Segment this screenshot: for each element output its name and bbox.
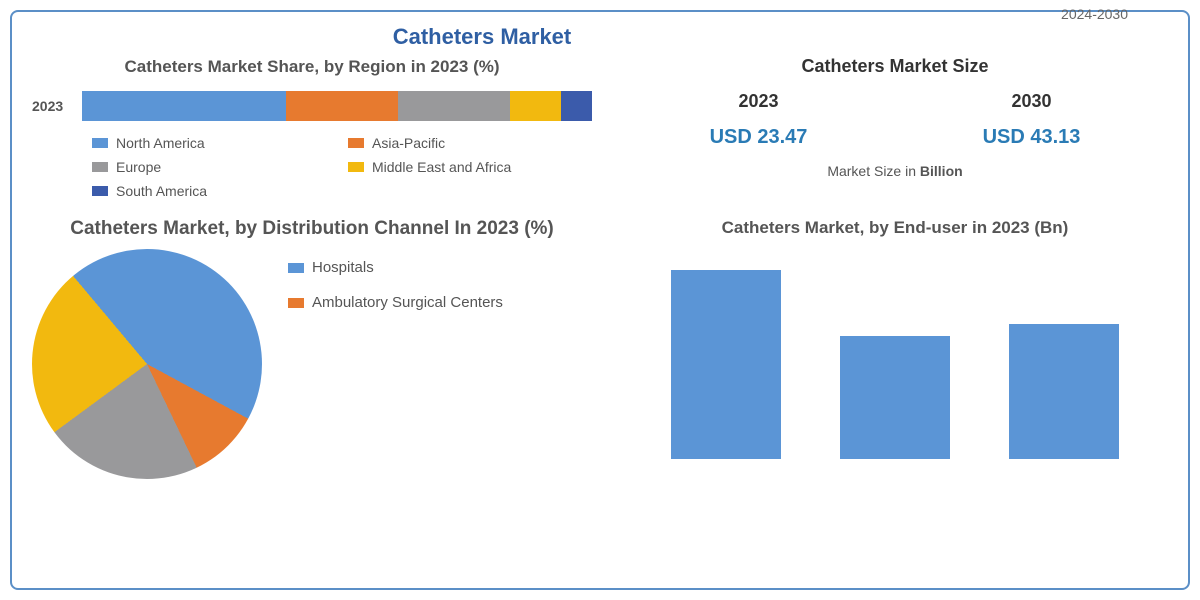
market-size-year: 2023 xyxy=(710,91,808,112)
region-legend: North America Asia-Pacific Europe Middle Ea… xyxy=(92,135,592,199)
bar xyxy=(671,270,781,459)
stacked-segment xyxy=(510,91,561,121)
market-size-column: 2023 USD 23.47 xyxy=(710,91,808,149)
legend-swatch xyxy=(288,298,304,308)
legend-swatch xyxy=(348,162,364,172)
forecast-range: 2024-2030 xyxy=(1061,6,1128,22)
content-grid: Catheters Market Share, by Region in 202… xyxy=(32,56,1168,459)
stacked-bar xyxy=(82,91,592,121)
legend-label: Ambulatory Surgical Centers xyxy=(312,294,503,311)
bar xyxy=(1009,324,1119,459)
market-size-row: 2023 USD 23.47 2030 USD 43.13 xyxy=(622,91,1168,149)
distribution-pie-chart: Catheters Market, by Distribution Channe… xyxy=(32,217,592,458)
infographic-frame: 2024-2030 Catheters Market Catheters Mar… xyxy=(10,10,1190,590)
stacked-segment xyxy=(82,91,286,121)
market-size-title: Catheters Market Size xyxy=(622,56,1168,77)
stacked-bar-row: 2023 xyxy=(32,91,592,121)
legend-swatch xyxy=(348,138,364,148)
legend-label: Europe xyxy=(116,159,161,175)
legend-label: North America xyxy=(116,135,205,151)
stacked-segment xyxy=(398,91,510,121)
market-size-value: USD 23.47 xyxy=(710,126,808,149)
legend-item: Asia-Pacific xyxy=(348,135,568,151)
legend-swatch xyxy=(92,186,108,196)
legend-swatch xyxy=(92,162,108,172)
pie-graphic xyxy=(32,249,262,479)
legend-item: Europe xyxy=(92,159,312,175)
region-chart-title: Catheters Market Share, by Region in 202… xyxy=(32,56,592,77)
market-size-panel: Catheters Market Size 2023 USD 23.47 2030 U… xyxy=(622,56,1168,199)
legend-label: Asia-Pacific xyxy=(372,135,445,151)
stacked-bar-axis-label: 2023 xyxy=(32,98,82,114)
market-size-year: 2030 xyxy=(983,91,1081,112)
market-size-note: Market Size in Billion xyxy=(622,163,1168,179)
legend-item: Middle East and Africa xyxy=(348,159,568,175)
legend-item: Ambulatory Surgical Centers xyxy=(288,294,503,311)
enduser-bar-chart: Catheters Market, by End-user in 2023 (B… xyxy=(622,217,1168,458)
main-title: Catheters Market xyxy=(352,24,612,50)
bar xyxy=(840,336,950,459)
market-size-value: USD 43.13 xyxy=(983,126,1081,149)
region-share-chart: Catheters Market Share, by Region in 202… xyxy=(32,56,592,199)
legend-item: South America xyxy=(92,183,312,199)
legend-item: Hospitals xyxy=(288,259,503,276)
legend-swatch xyxy=(92,138,108,148)
legend-label: Middle East and Africa xyxy=(372,159,511,175)
legend-swatch xyxy=(288,263,304,273)
market-size-note-prefix: Market Size in xyxy=(827,163,920,179)
enduser-chart-title: Catheters Market, by End-user in 2023 (B… xyxy=(622,217,1168,238)
stacked-segment xyxy=(561,91,592,121)
pie-row: Hospitals Ambulatory Surgical Centers xyxy=(32,249,592,349)
distribution-legend: Hospitals Ambulatory Surgical Centers xyxy=(288,259,503,311)
market-size-column: 2030 USD 43.13 xyxy=(983,91,1081,149)
market-size-note-bold: Billion xyxy=(920,163,963,179)
stacked-segment xyxy=(286,91,398,121)
bar-chart-area xyxy=(622,249,1168,459)
distribution-chart-title: Catheters Market, by Distribution Channe… xyxy=(32,217,592,241)
legend-item: North America xyxy=(92,135,312,151)
legend-label: Hospitals xyxy=(312,259,374,276)
legend-label: South America xyxy=(116,183,207,199)
